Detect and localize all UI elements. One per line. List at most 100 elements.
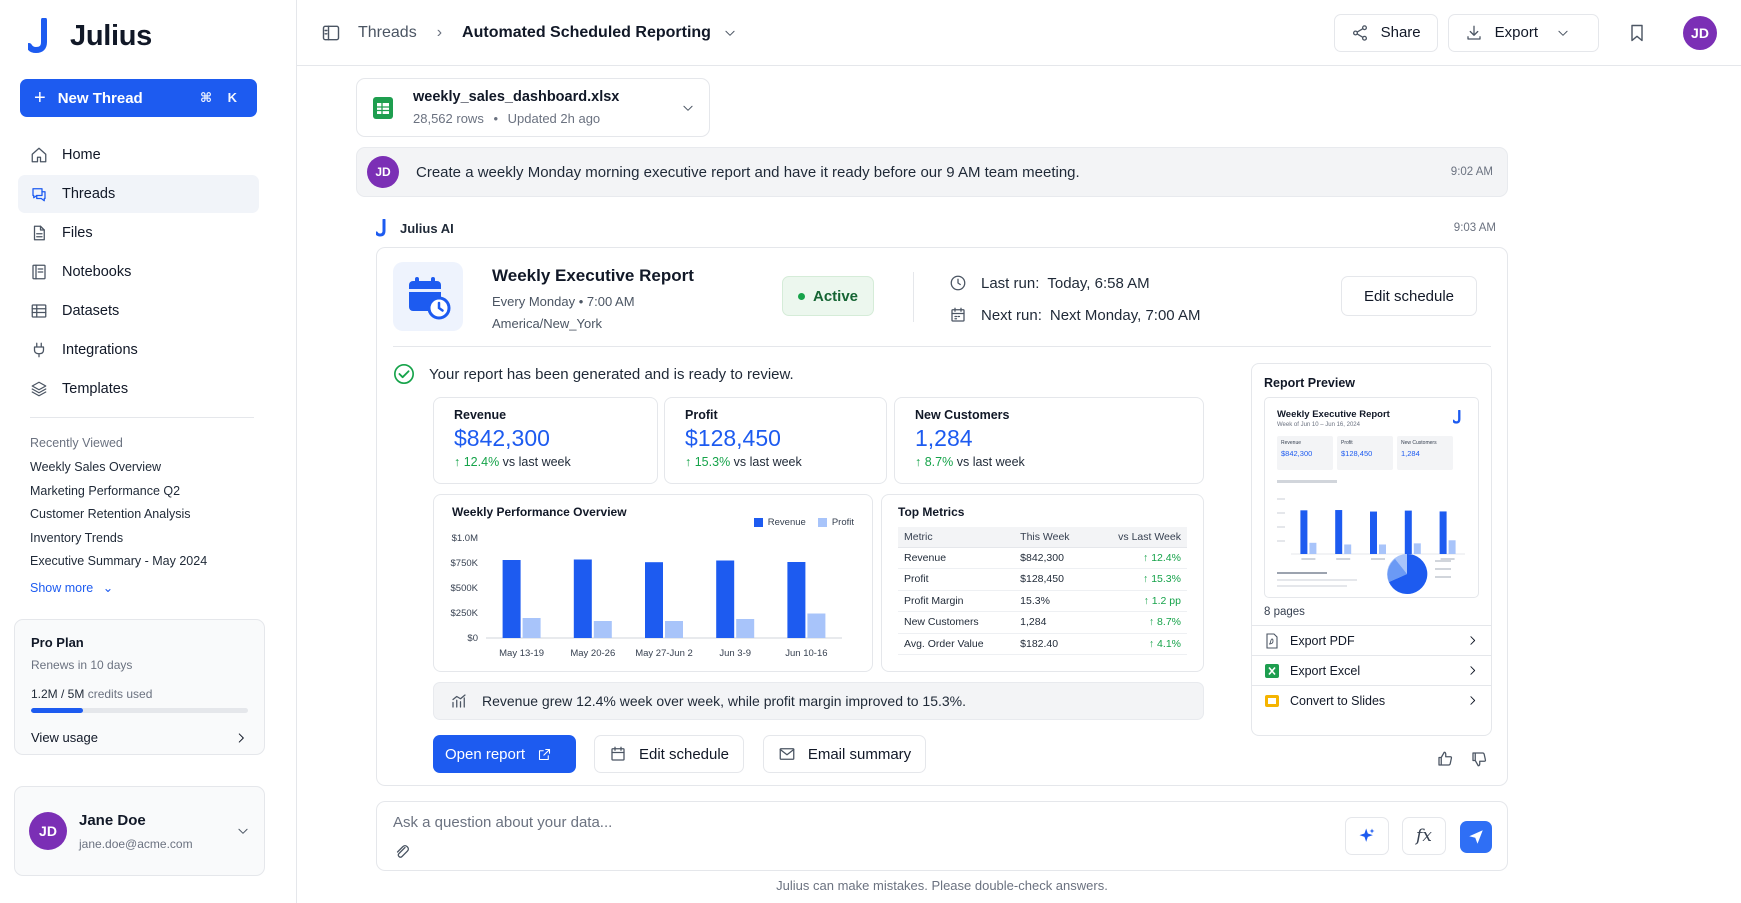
logo[interactable]: Julius [28, 18, 152, 54]
recently-viewed-heading: Recently Viewed [30, 436, 123, 450]
bookmark-icon[interactable] [1627, 23, 1647, 43]
send-icon [1469, 830, 1483, 844]
paperclip-icon[interactable] [393, 843, 411, 861]
thumbnail-bar [1379, 544, 1386, 554]
sidebar-item-home[interactable]: Home [18, 136, 259, 174]
legend-label: Revenue [767, 517, 806, 528]
chat-input[interactable] [393, 814, 1193, 831]
recent-item[interactable]: Marketing Performance Q2 [30, 483, 181, 498]
page-count: 8 pages [1264, 606, 1305, 618]
show-more-link[interactable]: Show more ⌄ [30, 580, 260, 595]
file-attachment[interactable]: weekly_sales_dashboard.xlsx 28,562 rows … [356, 78, 710, 137]
thumbnail-legend-line [1435, 568, 1451, 570]
calendar-icon [951, 307, 965, 322]
ai-response-card: Weekly Executive Report Every Monday • 7… [376, 247, 1508, 786]
share-button[interactable]: Share [1333, 13, 1438, 52]
table-cell: $128,450 [1014, 568, 1093, 591]
table-header-row: Metric This Week vs Last Week [898, 527, 1187, 548]
calendar-clock-icon [409, 276, 451, 319]
export-excel-item[interactable]: Export Excel [1252, 655, 1491, 685]
schedule-icon-tile [393, 262, 463, 331]
table-cell: ↑ 4.1% [1092, 633, 1187, 655]
formula-button[interactable]: fx [1402, 817, 1446, 855]
view-usage-link[interactable]: View usage [31, 730, 248, 745]
thumbnail-title: Weekly Executive Report [1277, 409, 1390, 420]
new-thread-button[interactable]: + New Thread ⌘ K [20, 79, 257, 117]
thumbnail-x-label [1440, 558, 1455, 560]
chart-title: Weekly Performance Overview [452, 505, 627, 519]
plug-icon [33, 342, 45, 358]
x-tick-label: Jun 3-9 [719, 648, 751, 659]
sidebar-item-label: Templates [62, 381, 129, 397]
file-rows: 28,562 rows [413, 111, 484, 126]
sidebar-item-integrations[interactable]: Integrations [18, 331, 259, 369]
report-schedule: Every Monday • 7:00 AM [492, 294, 635, 309]
open-report-button[interactable]: Open report [433, 735, 576, 773]
shortcut-hint: ⌘ K [199, 90, 243, 105]
email-summary-button[interactable]: Email summary [763, 735, 926, 773]
thumbs-up-icon[interactable] [1436, 750, 1454, 768]
user-menu[interactable]: JD Jane Doe jane.doe@acme.com [14, 786, 265, 876]
recent-item[interactable]: Customer Retention Analysis [30, 507, 191, 521]
file-name: weekly_sales_dashboard.xlsx [413, 89, 620, 105]
thumbnail-kpi-label: Revenue [1281, 440, 1302, 446]
sidebar-item-notebooks[interactable]: Notebooks [18, 253, 259, 291]
breadcrumb-threads[interactable]: Threads [358, 23, 417, 41]
edit-schedule-action-button[interactable]: Edit schedule [594, 735, 744, 773]
show-more-label: Show more [30, 580, 94, 595]
plan-title: Pro Plan [31, 635, 84, 650]
kpi-label: New Customers [915, 408, 1010, 422]
kpi-value: $128,450 [685, 425, 781, 451]
excel-icon [1265, 663, 1279, 678]
recent-item[interactable]: Executive Summary - May 2024 [30, 554, 208, 568]
report-preview-panel: Report Preview Weekly Executive Report W… [1251, 363, 1492, 736]
sidebar-toggle-icon[interactable] [321, 23, 341, 43]
recent-item[interactable]: Inventory Trends [30, 530, 124, 545]
breadcrumb: Threads › Automated Scheduled Reporting [321, 23, 737, 43]
kpi-card-new-customers: New Customers 1,284 ↑ 8.7% vs last week [894, 397, 1204, 484]
formula-icon: fx [1416, 826, 1432, 846]
calendar-icon [611, 746, 625, 761]
thumbnail-bar [1448, 540, 1456, 554]
avatar[interactable]: JD [1683, 15, 1717, 50]
report-title: Weekly Executive Report [492, 266, 694, 285]
app-name: Julius [70, 19, 152, 52]
plus-icon: + [34, 86, 46, 109]
report-thumbnail[interactable]: Weekly Executive Report Week of Jun 10 –… [1264, 397, 1479, 598]
convert-to-slides-item[interactable]: Convert to Slides [1252, 685, 1491, 715]
file-icon [33, 225, 45, 241]
kpi-change: ↑ 12.4% vs last week [454, 455, 637, 469]
sidebar-item-files[interactable]: Files [18, 214, 259, 252]
kpi-change-value: 15.3% [694, 455, 731, 469]
sidebar-item-threads[interactable]: Threads [18, 175, 259, 213]
ai-assist-button[interactable] [1345, 817, 1389, 855]
export-pdf-item[interactable]: Export PDF [1252, 625, 1491, 655]
bar-revenue [502, 560, 521, 638]
thumbs-down-icon[interactable] [1470, 750, 1488, 768]
y-tick-label: $0 [467, 633, 478, 644]
sidebar-item-label: Files [62, 225, 93, 241]
edit-schedule-button[interactable]: Edit schedule [1341, 276, 1477, 316]
thumbnail-kpi-label: New Customers [1401, 440, 1437, 446]
breadcrumb-separator-icon: › [436, 23, 443, 41]
sidebar-item-label: Notebooks [62, 264, 132, 280]
sidebar-divider [30, 417, 254, 418]
user-info: Jane Doe jane.doe@acme.com [79, 812, 193, 851]
convert-to-slides-label: Convert to Slides [1290, 693, 1386, 708]
avatar: JD [29, 812, 67, 850]
chevron-down-icon[interactable] [723, 26, 737, 40]
user-email: jane.doe@acme.com [79, 836, 193, 851]
plan-usage: 1.2M / 5M credits used [31, 687, 248, 701]
sidebar-item-templates[interactable]: Templates [18, 370, 259, 408]
notebook-icon [32, 264, 46, 280]
arrow-up-icon: ↑ [454, 455, 461, 469]
export-button[interactable]: Export [1447, 13, 1599, 52]
external-link-icon [538, 748, 551, 760]
kpi-change-value: 12.4% [463, 455, 500, 469]
sidebar-item-datasets[interactable]: Datasets [18, 292, 259, 330]
column-header: vs Last Week [1092, 527, 1187, 548]
recent-item[interactable]: Weekly Sales Overview [30, 460, 162, 474]
send-button[interactable] [1460, 821, 1492, 853]
table-cell: ↑ 8.7% [1092, 611, 1187, 634]
